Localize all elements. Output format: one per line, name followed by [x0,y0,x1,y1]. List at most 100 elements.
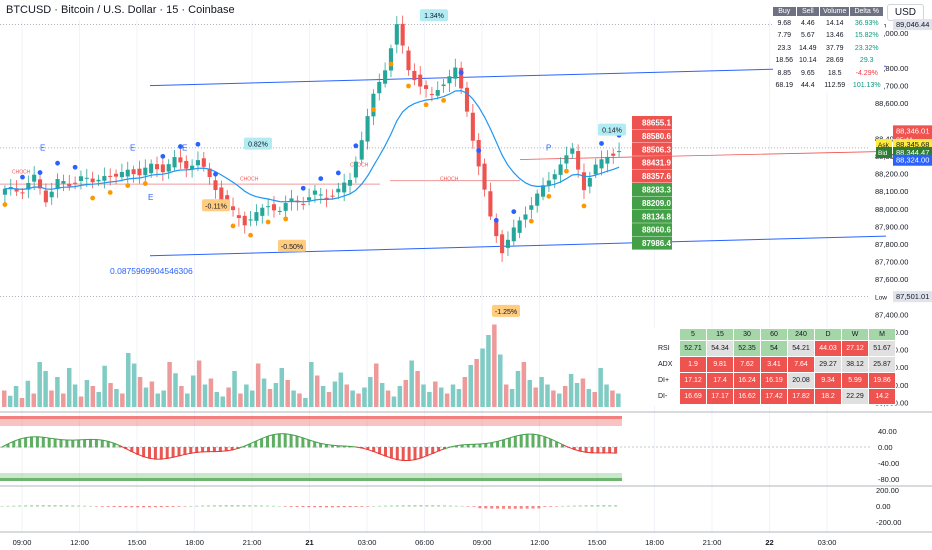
osc-bar [12,441,16,448]
volume-bar [285,380,290,407]
pivot-letter: E [148,193,153,202]
osc-bar [413,447,417,461]
volume-bar [202,384,208,407]
bs-cell: 37.79 [819,42,850,55]
signal-dot-blue [599,141,604,146]
volume-bar [616,393,621,407]
sell-level-box [632,142,672,156]
sub-bar [124,506,128,508]
bs-cell: 5.67 [796,29,820,42]
time-tick-label: 12:00 [70,538,89,547]
osc-line [113,442,121,447]
volume-bar [326,392,332,407]
osc-line [137,453,144,458]
candle-body [505,239,510,248]
volume-bar [279,368,285,407]
osc-line [184,452,191,455]
osc-line [243,443,250,447]
price-tick-label: 88,200.00 [875,170,908,179]
osc-line [290,434,298,437]
osc-line [326,444,333,446]
osc-bar [336,445,340,448]
osc-line [261,435,268,440]
ind-header: 5 [679,328,707,341]
osc-line [586,451,593,454]
bs-cell: 18.5 [819,67,850,80]
volume-bar [433,381,438,407]
indicator-cell: 38.12 [841,356,869,373]
bs-cell: 44.4 [796,79,820,92]
osc-bar [478,443,482,448]
sub-bar [478,506,482,509]
volume-bar [84,380,90,407]
osc-line [391,457,398,461]
sub-bar [224,505,228,507]
buy-level-box [632,183,672,196]
ask-price-bg [893,139,932,151]
ind-header: 15 [706,328,734,341]
volume-bar [580,378,586,407]
bs-cell: 14.14 [819,16,850,30]
sub-bar [561,505,564,507]
volume-bar [244,384,249,407]
volume-bar [226,387,231,407]
candle-body [125,169,130,177]
price-tick-label: 88,000.00 [875,205,908,214]
signal-dot-blue [493,217,499,223]
volume-bar [13,386,19,407]
low-marker-label: 87,501.01 [896,292,929,301]
volume-bar [179,386,184,407]
candle-body [400,23,405,46]
sub-bar [572,505,576,507]
osc-line [532,433,539,436]
candle-body [236,215,241,219]
candle-body [388,48,394,71]
sub-bar [431,505,435,507]
sub-bar [507,506,511,509]
volume-bar [498,354,503,407]
sub-bar [295,506,299,507]
oscillator-pane: 40.00 0.00 -40.00 -80.00 [0,416,899,484]
osc-bar [531,434,535,448]
volume-bar [391,396,397,407]
osc-bar [537,435,541,448]
osc-bar [59,439,63,448]
sub-bar [407,505,411,507]
candle-body [84,177,89,179]
osc-bar [295,436,299,448]
candle-body [90,178,95,183]
candle-body [447,76,452,84]
candle-body [277,210,282,212]
volume-bar [43,371,48,407]
osc-line [167,456,174,459]
osc-line [379,453,386,457]
volume-bar [72,384,78,407]
sub-bar [177,506,181,507]
indicator-cell: 20.08 [787,372,815,389]
sub-bar [437,505,441,507]
candle-body [599,159,604,169]
candle-body [172,157,177,168]
candle-body [342,182,347,193]
osc-tick-label: 40.00 [878,427,897,436]
osc-bar [53,438,57,448]
annotation-label: 0.14% [602,128,622,135]
signal-dot-orange [230,223,236,229]
indicator-cell: 1.9 [679,356,707,373]
ask-tag-bg [876,139,892,151]
osc-line [13,438,20,442]
volume-bar [31,393,37,407]
trend-line [519,151,887,160]
sub-bar [325,506,328,508]
table-row: 8.85 9.65 18.5 -4.29% [772,67,884,80]
high-marker-label-bg [893,19,932,31]
candle-body [55,179,60,190]
candle-body [184,160,189,169]
volume-bar [568,374,574,407]
osc-line [249,440,256,445]
trend-channel: 0.0875969904546306 [110,65,887,276]
candle-body [307,197,312,201]
osc-bar [389,447,393,459]
osc-bar [201,447,205,453]
